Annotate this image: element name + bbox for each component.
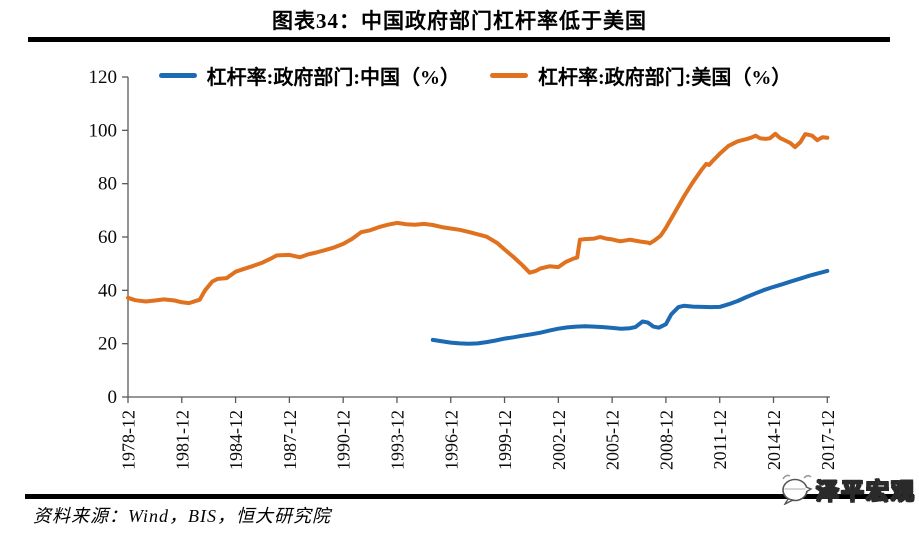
x-tick-label: 1993-12 (387, 410, 407, 470)
x-tick-label: 1981-12 (172, 410, 192, 470)
title-divider-rule (28, 37, 890, 42)
us-line-swatch (490, 73, 528, 78)
x-tick-label: 1999-12 (495, 410, 515, 470)
x-tick-label: 1984-12 (226, 410, 246, 470)
y-tick-label: 60 (98, 227, 117, 248)
x-tick-label: 2011-12 (710, 410, 730, 469)
series-line-us (126, 131, 830, 306)
x-tick-label: 1996-12 (441, 410, 461, 470)
legend-item-china: 杠杆率:政府部门:中国（%） (158, 61, 460, 90)
chart-title: 图表34：中国政府部门杠杆率低于美国 (272, 9, 647, 33)
y-tick-label: 20 (98, 334, 117, 355)
chart-legend: 杠杆率:政府部门:中国（%） 杠杆率:政府部门:美国（%） (110, 61, 840, 90)
x-tick-label: 2014-12 (764, 410, 784, 470)
legend-item-us: 杠杆率:政府部门:美国（%） (490, 61, 791, 90)
y-tick-label: 0 (108, 387, 118, 408)
x-tick-label: 2002-12 (549, 410, 569, 470)
china-line-swatch (158, 73, 197, 78)
watermark-text: 泽平宏观 (815, 478, 916, 504)
watermark: 泽平宏观 (780, 472, 916, 506)
y-tick-label: 80 (98, 174, 117, 195)
x-tick-label: 2017-12 (818, 410, 838, 470)
x-tick-label: 1990-12 (334, 410, 354, 470)
x-tick-label: 2008-12 (656, 410, 676, 470)
legend-label-china: 杠杆率:政府部门:中国（%） (206, 67, 460, 89)
footer-divider-rule (25, 494, 914, 499)
x-tick-label: 1978-12 (119, 410, 139, 470)
source-note: 资料来源：Wind，BIS，恒大研究院 (33, 506, 331, 526)
y-tick-label: 120 (89, 67, 118, 88)
y-tick-label: 40 (98, 280, 117, 301)
speech-bubble-icon (782, 474, 813, 505)
legend-label-us: 杠杆率:政府部门:美国（%） (538, 67, 792, 89)
x-tick-label: 2005-12 (603, 410, 623, 470)
series-line-china (430, 268, 830, 346)
y-tick-label: 100 (89, 120, 118, 141)
x-tick-label: 1987-12 (280, 410, 300, 470)
